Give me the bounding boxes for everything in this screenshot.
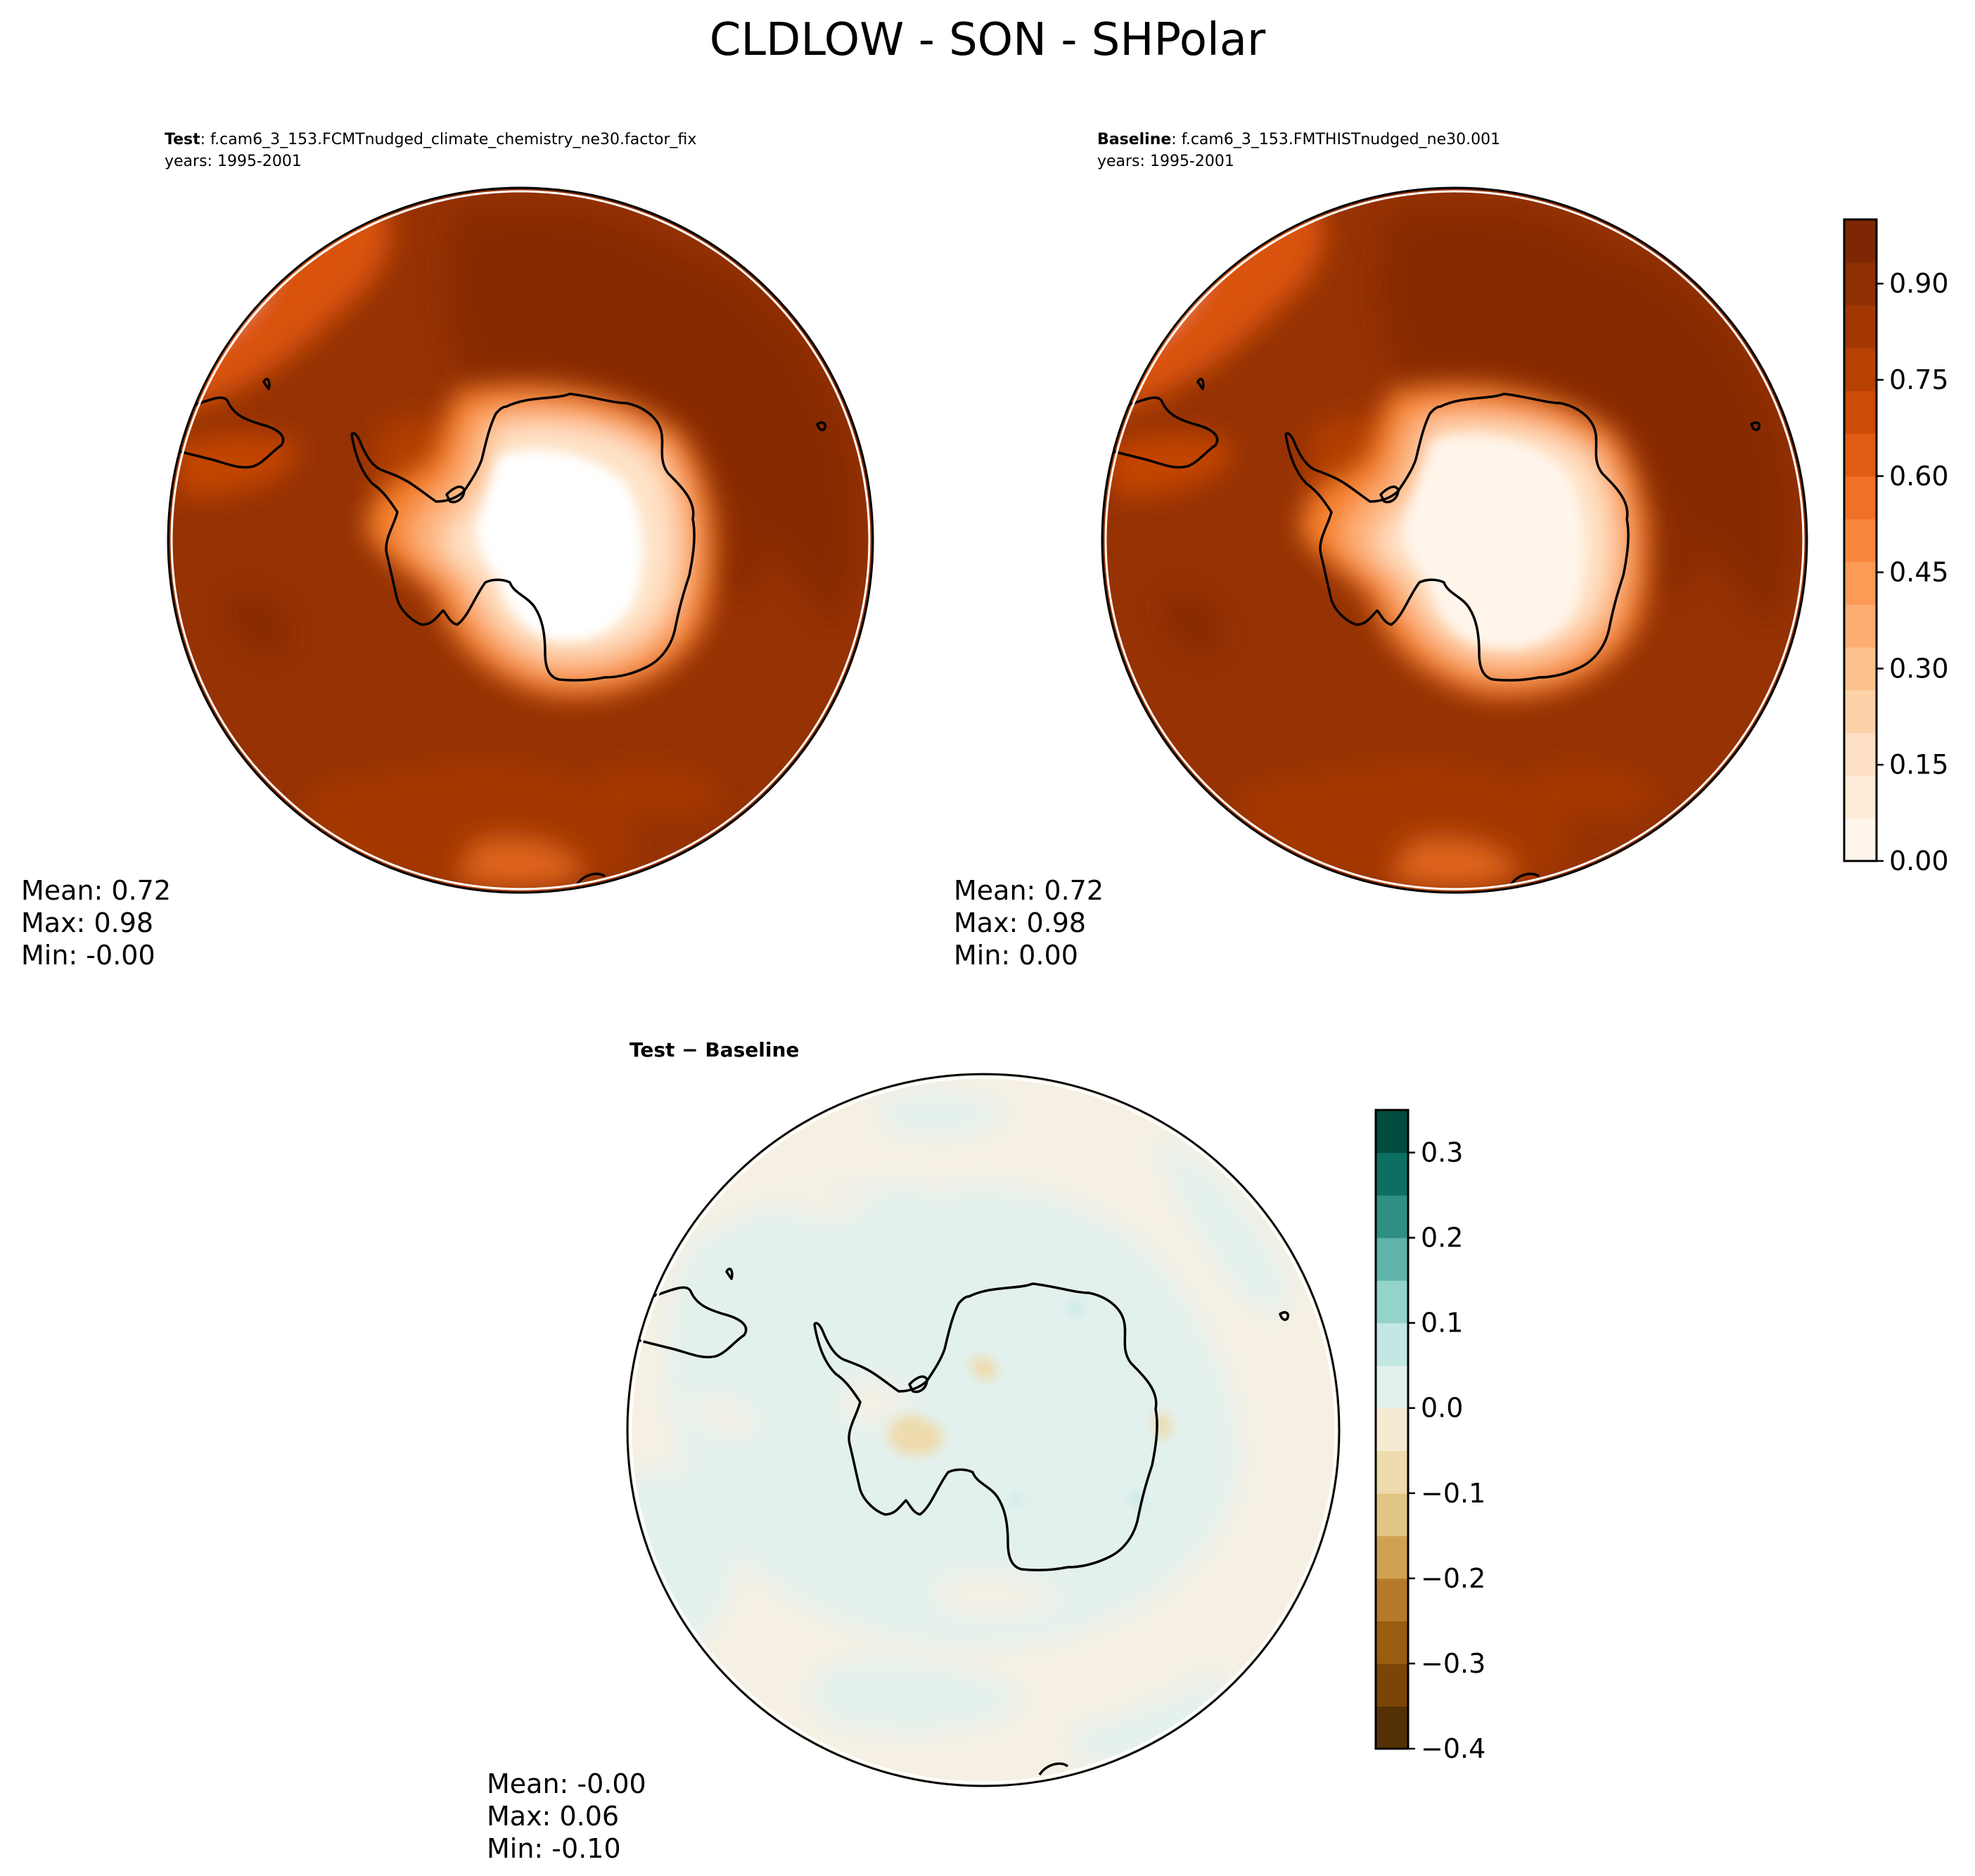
panel-test-label: Test [165, 131, 200, 148]
panel-baseline-stat-mean: Mean: 0.72 [954, 875, 1104, 906]
colorbar-diff-segment [1376, 1280, 1408, 1324]
colorbar-diff-tick-label: 0.0 [1421, 1393, 1463, 1424]
colorbar-field-segment [1844, 775, 1877, 819]
colorbar-diff-segment [1376, 1152, 1408, 1196]
colorbar-field-segment [1844, 219, 1877, 263]
colorbar-diff-tick-label: −0.4 [1421, 1733, 1485, 1764]
colorbar-diff-segment [1376, 1578, 1408, 1621]
colorbar-field-segment [1844, 433, 1877, 477]
panel-diff: Test − Baseline [487, 1038, 1341, 1864]
colorbar-field-segment [1844, 518, 1877, 562]
panel-baseline: Baseline: f.cam6_3_153.FMTHISTnudged_ne3… [954, 131, 1820, 971]
colorbar-field-segment [1844, 647, 1877, 691]
panel-baseline-stat-max: Max: 0.98 [954, 907, 1086, 938]
panel-test: Test: f.cam6_3_153.FCMTnudged_climate_ch… [21, 131, 886, 971]
colorbar-field-tick-label: 0.30 [1889, 653, 1949, 684]
colorbar-field-segment [1844, 476, 1877, 520]
colorbar-diff-tick-label: 0.1 [1421, 1308, 1463, 1339]
panel-baseline-case: : f.cam6_3_153.FMTHISTnudged_ne30.001 [1171, 131, 1500, 148]
colorbar-diff-segment [1376, 1493, 1408, 1536]
map-diff [627, 1074, 1339, 1786]
colorbar-diff-segment [1376, 1237, 1408, 1281]
colorbar-diff-segment [1376, 1536, 1408, 1579]
panel-baseline-years: years: 1995-2001 [1097, 153, 1234, 170]
colorbar-field-tick-label: 0.60 [1889, 461, 1949, 492]
colorbar-field: 0.00 0.15 0.30 0.45 0.60 0.75 0.90 [1843, 218, 1949, 876]
panel-diff-stat-min: Min: -0.10 [487, 1833, 621, 1864]
colorbar-field-segment [1844, 689, 1877, 734]
panel-diff-stat-max: Max: 0.06 [487, 1801, 619, 1832]
panel-test-case: : f.cam6_3_153.FCMTnudged_climate_chemis… [200, 131, 697, 148]
colorbar-field-tick-label: 0.75 [1889, 364, 1949, 395]
colorbar-diff-segment [1376, 1663, 1408, 1707]
colorbar-diff-tick-label: −0.2 [1421, 1563, 1485, 1594]
colorbar-field-segment [1844, 347, 1877, 391]
colorbar-field-segment [1844, 390, 1877, 434]
panel-baseline-header: Baseline: f.cam6_3_153.FMTHISTnudged_ne3… [1097, 131, 1500, 148]
colorbar-field-segment [1844, 262, 1877, 306]
colorbar-field-tick-label: 0.00 [1889, 846, 1949, 876]
map-test [168, 174, 886, 906]
panel-test-stat-mean: Mean: 0.72 [21, 875, 171, 906]
colorbar-diff-segment [1376, 1195, 1408, 1239]
colorbar-diff-segment [1376, 1621, 1408, 1664]
colorbar-diff-frame [1374, 1109, 1410, 1750]
colorbar-diff-segment [1376, 1322, 1408, 1366]
colorbar-field-tick-label: 0.45 [1889, 557, 1949, 588]
map-baseline [1102, 174, 1820, 906]
colorbar-diff-segment [1376, 1365, 1408, 1409]
colorbar-diff-tick-label: −0.1 [1421, 1478, 1485, 1509]
colorbar-diff-segment [1376, 1408, 1408, 1451]
figure-title: CLDLOW - SON - SHPolar [710, 14, 1266, 66]
panel-diff-stat-mean: Mean: -0.00 [487, 1768, 646, 1799]
colorbar-diff: 0.3 0.2 0.1 0.0 −0.1 −0.2 −0.3 −0.4 [1374, 1109, 1485, 1764]
colorbar-field-tick-label: 0.15 [1889, 749, 1949, 780]
panel-test-stat-max: Max: 0.98 [21, 907, 153, 938]
panel-test-years: years: 1995-2001 [165, 153, 302, 170]
colorbar-field-frame [1843, 218, 1878, 862]
colorbar-field-segment [1844, 604, 1877, 648]
colorbar-diff-segment [1376, 1450, 1408, 1494]
colorbar-field-segment [1844, 561, 1877, 605]
panel-test-header: Test: f.cam6_3_153.FCMTnudged_climate_ch… [165, 131, 696, 148]
colorbar-diff-segment [1376, 1110, 1408, 1154]
panel-baseline-label: Baseline [1097, 131, 1171, 148]
panel-diff-header: Test − Baseline [629, 1038, 799, 1061]
colorbar-field-tick-label: 0.90 [1889, 268, 1949, 299]
colorbar-diff-segment [1376, 1706, 1408, 1749]
colorbar-field-segment [1844, 732, 1877, 776]
panel-test-stat-min: Min: -0.00 [21, 940, 155, 971]
panel-baseline-stat-min: Min: 0.00 [954, 940, 1078, 971]
colorbar-field-segment [1844, 818, 1877, 862]
colorbar-diff-tick-label: 0.2 [1421, 1223, 1463, 1253]
colorbar-diff-tick-label: 0.3 [1421, 1137, 1463, 1168]
colorbar-diff-tick-label: −0.3 [1421, 1648, 1485, 1679]
colorbar-field-segment [1844, 305, 1877, 348]
